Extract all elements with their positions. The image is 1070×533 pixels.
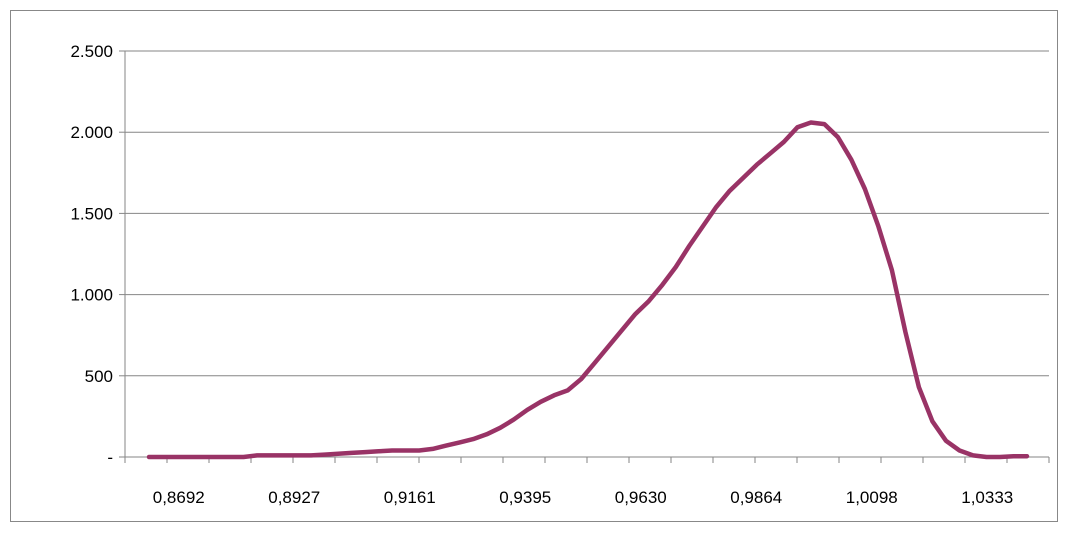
x-tick-label: 0,8927	[268, 488, 320, 507]
chart-frame	[10, 10, 1058, 522]
x-tick-label: 0,9161	[384, 488, 436, 507]
x-tick-label: 1,0333	[961, 488, 1013, 507]
tick-labels: - 500 1.000 1.500 2.000 2.500 0,8692 0,8927 0,91…	[70, 42, 1013, 507]
y-tick-label: 500	[85, 367, 113, 386]
series-layer	[146, 120, 1030, 460]
x-tick-label: 1,0098	[846, 488, 898, 507]
series-line	[146, 120, 1030, 460]
y-tick-label: -	[107, 448, 113, 467]
x-tick-label: 0,9395	[499, 488, 551, 507]
y-tick-label: 2.000	[70, 123, 113, 142]
x-tick-label: 0,9630	[615, 488, 667, 507]
y-tick-label: 1.000	[70, 286, 113, 305]
y-tick-label: 2.500	[70, 42, 113, 61]
x-tick-label: 0,9864	[730, 488, 782, 507]
x-tick-label: 0,8692	[153, 488, 205, 507]
y-tick-label: 1.500	[70, 204, 113, 223]
gridlines	[125, 50, 1049, 377]
axes	[119, 50, 1050, 463]
